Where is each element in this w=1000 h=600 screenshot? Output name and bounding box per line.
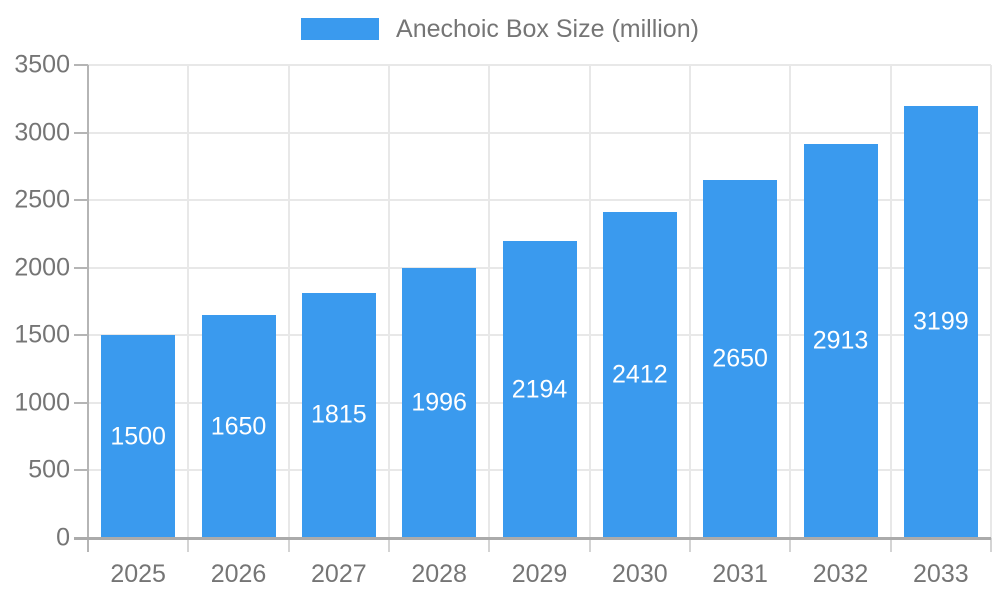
- x-axis-tick-label: 2033: [913, 560, 969, 588]
- y-axis-tick-label: 0: [56, 523, 70, 552]
- x-axis-tick-label: 2027: [311, 560, 367, 588]
- x-axis-tick-label: 2029: [511, 560, 568, 588]
- x-axis-line: [74, 537, 991, 540]
- y-axis-tick-label: 2000: [14, 253, 70, 282]
- legend-label: Anechoic Box Size (million): [396, 15, 699, 43]
- bar-value-label: 3199: [913, 307, 969, 336]
- bar-2025[interactable]: [101, 335, 176, 538]
- x-axis-tick-label: 2026: [210, 560, 267, 588]
- x-axis-tick-label: 2032: [812, 560, 869, 588]
- y-axis-tick: [74, 199, 88, 202]
- gridline-vertical: [889, 65, 892, 538]
- y-axis-tick-label: 1500: [14, 320, 70, 349]
- gridline-vertical: [588, 65, 591, 538]
- gridline-vertical: [488, 65, 491, 538]
- y-axis-tick: [74, 469, 88, 472]
- bar-value-label: 2412: [612, 360, 668, 389]
- legend-item[interactable]: Anechoic Box Size (million): [301, 16, 699, 42]
- y-axis-tick-label: 3000: [14, 118, 70, 147]
- x-axis-tick: [488, 538, 491, 552]
- gridline-vertical: [990, 65, 992, 538]
- bar-value-label: 1650: [210, 412, 267, 440]
- y-axis-tick-label: 2500: [14, 185, 70, 214]
- y-axis-tick: [74, 401, 88, 404]
- y-axis-tick: [74, 64, 88, 66]
- x-axis-tick: [187, 538, 190, 552]
- x-axis-tick: [689, 538, 691, 552]
- legend-swatch-icon: [301, 18, 380, 40]
- y-axis-line: [87, 65, 89, 552]
- x-axis-tick: [588, 538, 591, 552]
- bar-2033[interactable]: [903, 105, 978, 538]
- x-axis-tick: [990, 538, 992, 552]
- gridline-vertical: [388, 65, 390, 538]
- y-axis-tick-label: 1000: [14, 388, 70, 417]
- gridline-vertical: [789, 65, 792, 538]
- y-axis-tick: [74, 266, 88, 269]
- x-axis-tick: [789, 538, 792, 552]
- y-axis-tick-label: 3500: [14, 50, 70, 79]
- gridline-vertical: [287, 65, 290, 538]
- gridline-horizontal: [88, 64, 991, 66]
- bar-2028[interactable]: [402, 268, 477, 538]
- x-axis-tick-label: 2031: [712, 560, 768, 588]
- bar-value-label: 2650: [712, 344, 768, 373]
- x-axis-tick-label: 2025: [110, 560, 166, 588]
- x-axis-tick: [889, 538, 892, 552]
- bar-2026[interactable]: [201, 315, 276, 538]
- x-axis-tick-label: 2030: [612, 560, 668, 588]
- bar-2030[interactable]: [602, 212, 677, 538]
- bar-value-label: 1815: [311, 400, 367, 429]
- x-axis-tick: [287, 538, 290, 552]
- bar-2027[interactable]: [301, 292, 376, 538]
- bar-2029[interactable]: [502, 241, 577, 538]
- bar-value-label: 1500: [110, 422, 166, 451]
- x-axis-tick: [388, 538, 390, 552]
- gridline-horizontal: [88, 199, 991, 202]
- gridline-vertical: [689, 65, 691, 538]
- bar-2032[interactable]: [803, 144, 878, 538]
- bar-value-label: 2194: [511, 375, 568, 404]
- y-axis-tick-label: 500: [28, 455, 70, 484]
- gridline-vertical: [187, 65, 190, 538]
- bar-2031[interactable]: [703, 179, 778, 538]
- y-axis-tick: [74, 131, 88, 134]
- x-axis-tick-label: 2028: [411, 560, 467, 588]
- bar-value-label: 2913: [812, 326, 869, 355]
- gridline-horizontal: [88, 131, 991, 134]
- bar-value-label: 1996: [411, 388, 467, 417]
- chart-legend: Anechoic Box Size (million): [0, 16, 1000, 42]
- y-axis-tick: [74, 334, 88, 337]
